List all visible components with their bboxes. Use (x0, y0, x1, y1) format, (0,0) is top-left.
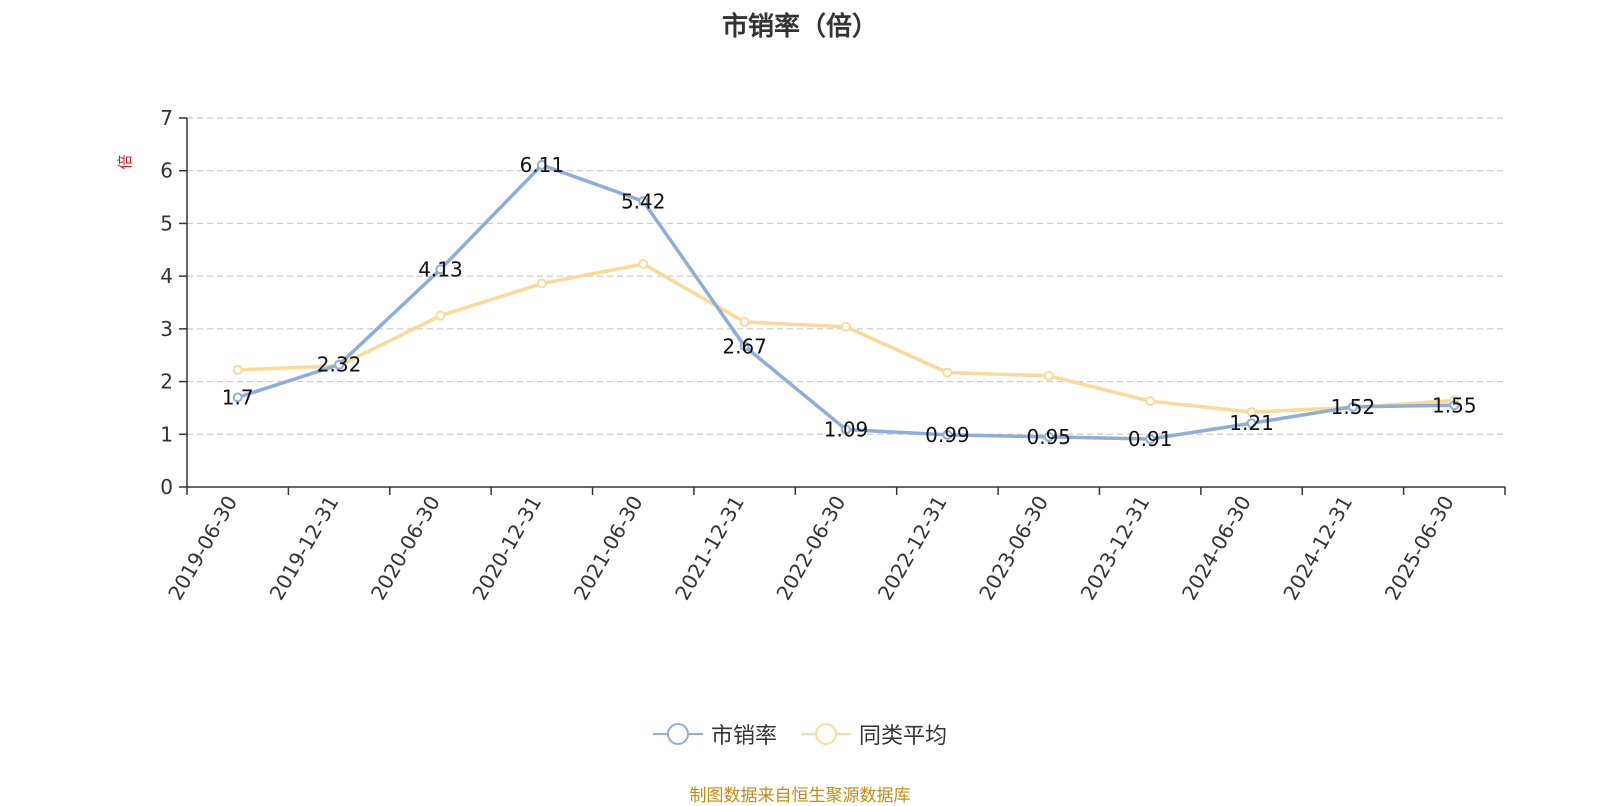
series-2-point (232, 364, 243, 375)
series-2-point (1145, 396, 1156, 407)
series-2-point (942, 367, 953, 378)
x-tick-label: 2022-06-30 (771, 492, 850, 605)
series-line-1 (237, 163, 1455, 441)
series-1-point (942, 429, 953, 440)
x-tick-label: 2023-06-30 (974, 492, 1053, 605)
data-label: 1.52 (1331, 395, 1376, 419)
x-tick-label: 2024-12-31 (1278, 492, 1357, 605)
data-label: 2.67 (722, 334, 767, 358)
x-tick-label: 2021-06-30 (569, 492, 648, 605)
chart-title: 市销率（倍） (721, 12, 878, 42)
data-label: 1.21 (1229, 411, 1274, 435)
x-tick-label: 2020-06-30 (366, 492, 445, 605)
legend-label-series-1: 市销率 (710, 724, 777, 749)
series-1-point (435, 264, 446, 275)
series-2-point (1043, 370, 1054, 381)
x-tick-label: 2025-06-30 (1380, 492, 1459, 605)
data-label: 1.09 (824, 418, 869, 442)
x-tick-label: 2023-12-31 (1076, 492, 1155, 605)
series-1-point (232, 392, 243, 403)
data-label: 0.95 (1027, 425, 1072, 449)
series-1-point (1246, 418, 1257, 429)
data-labels: 1.7 2.32 4.13 6.11 5.42 2.67 1.09 0.99 0.95 0.91 1… (222, 153, 1477, 451)
series-1-point (841, 424, 851, 435)
x-tick-label: 2020-12-31 (467, 492, 546, 605)
data-label: 0.91 (1128, 427, 1173, 451)
series-2-point (536, 278, 547, 289)
series-1-point (1043, 431, 1054, 442)
x-tick-label: 2019-06-30 (163, 492, 242, 605)
data-label: 1.55 (1432, 393, 1477, 417)
data-label: 6.11 (520, 153, 565, 177)
legend-label-series-2: 同类平均 (859, 724, 948, 749)
x-tick-label: 2019-12-31 (265, 492, 344, 605)
data-label: 2.32 (317, 353, 362, 377)
series-1-point (638, 196, 649, 207)
grid-lines (187, 117, 1505, 435)
series-2-point (739, 317, 750, 328)
series-1-point (1449, 400, 1460, 411)
y-tick-label: 1 (160, 422, 173, 446)
source-note: 制图数据来自恒生聚源数据库 (689, 786, 911, 806)
series-2-point (638, 259, 649, 270)
y-tick-label: 6 (160, 159, 173, 183)
series-2-point (841, 321, 851, 332)
legend-line-circle-icon (801, 723, 851, 745)
x-tick-label: 2024-06-30 (1177, 492, 1256, 605)
y-tick-label: 0 (160, 475, 173, 499)
y-tick-label: 3 (160, 317, 173, 341)
x-tick-label: 2022-12-31 (873, 492, 952, 605)
series-1-point (1145, 434, 1156, 445)
series-2-point (435, 310, 446, 321)
legend-item-series-2[interactable]: 同类平均 (801, 718, 947, 750)
y-tick-label: 2 (160, 370, 173, 394)
data-label: 5.42 (621, 189, 666, 213)
series-2-point (1246, 407, 1257, 418)
series-1-point (739, 341, 750, 352)
x-tick-label: 2021-12-31 (670, 492, 749, 605)
legend-item-series-1[interactable]: 市销率 (652, 718, 777, 750)
legend: 市销率 同类平均 (0, 718, 1600, 750)
y-tick-label: 7 (160, 106, 173, 130)
series-1-point (334, 359, 345, 370)
y-axis-unit-label: 倍 (116, 154, 134, 169)
series-lines (232, 159, 1460, 445)
y-tick-label: 5 (160, 211, 173, 235)
series-1-point (536, 159, 547, 170)
data-label: 0.99 (925, 423, 970, 447)
legend-line-circle-icon (652, 723, 703, 745)
series-1-point (1347, 401, 1358, 412)
data-label: 1.7 (222, 385, 254, 409)
y-tick-label: 4 (160, 264, 173, 288)
data-label: 4.13 (418, 257, 463, 281)
